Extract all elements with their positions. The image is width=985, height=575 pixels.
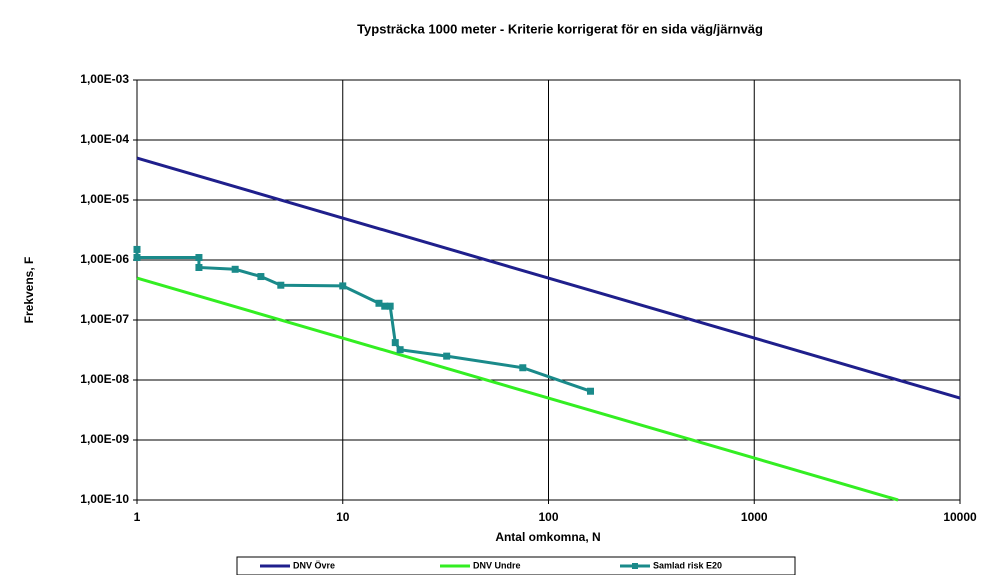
y-tick-label: 1,00E-09: [80, 432, 129, 446]
legend-label: DNV Övre: [293, 560, 335, 570]
y-tick-label: 1,00E-07: [80, 312, 129, 326]
chart-title: Typsträcka 1000 meter - Kriterie korrige…: [357, 21, 763, 36]
y-tick-label: 1,00E-08: [80, 372, 129, 386]
marker: [195, 263, 203, 271]
marker: [519, 364, 527, 372]
series-line: [136, 156, 961, 400]
marker: [277, 281, 285, 289]
legend-label: Samlad risk E20: [653, 560, 722, 570]
series-line: [135, 249, 591, 393]
y-tick-label: 1,00E-06: [80, 252, 129, 266]
legend-marker: [632, 563, 638, 569]
marker: [396, 346, 404, 354]
marker: [443, 352, 451, 360]
y-tick-label: 1,00E-10: [80, 492, 129, 506]
legend-label: DNV Undre: [473, 560, 521, 570]
plot-border: [136, 79, 961, 501]
marker: [133, 245, 141, 253]
marker: [375, 299, 383, 307]
marker: [195, 254, 203, 262]
marker: [257, 273, 265, 281]
marker: [381, 302, 389, 310]
x-tick-label: 1: [134, 510, 141, 524]
marker: [391, 339, 399, 347]
marker: [133, 254, 141, 262]
x-tick-label: 1000: [741, 510, 768, 524]
series-line: [136, 276, 899, 502]
legend-box: [236, 556, 796, 575]
x-tick-label: 100: [538, 510, 558, 524]
x-tick-label: 10000: [943, 510, 977, 524]
marker: [339, 282, 347, 290]
y-tick-label: 1,00E-04: [80, 132, 129, 146]
y-tick-label: 1,00E-03: [80, 72, 129, 86]
marker: [586, 387, 594, 395]
y-tick-label: 1,00E-05: [80, 192, 129, 206]
marker: [231, 265, 239, 273]
x-tick-label: 10: [336, 510, 350, 524]
x-axis-label: Antal omkomna, N: [495, 530, 600, 544]
marker: [386, 302, 394, 310]
y-axis-label: Frekvens, F: [22, 257, 36, 324]
